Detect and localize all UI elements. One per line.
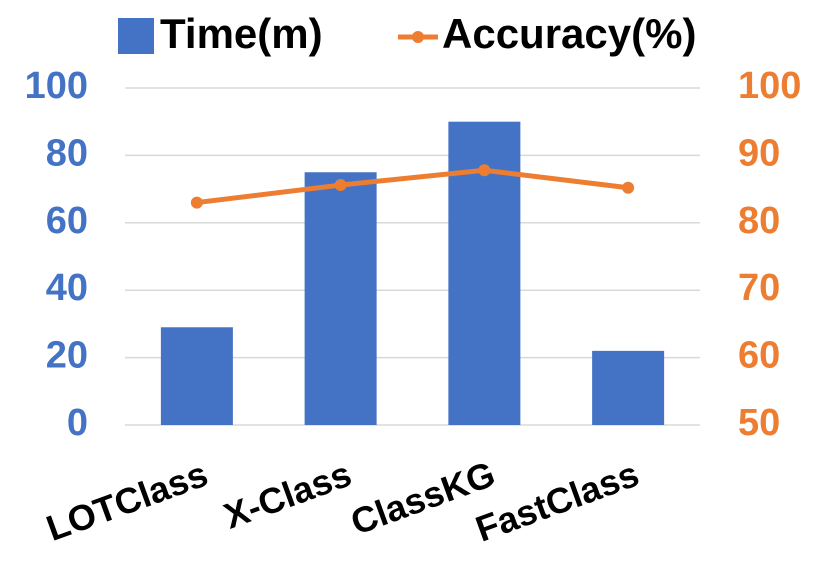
y2-tick-label: 70 [738,267,780,309]
legend-label: Time(m) [160,10,323,57]
legend-label: Accuracy(%) [442,10,696,57]
y2-tick-label: 60 [738,335,780,377]
y2-tick-label: 90 [738,132,780,174]
line-marker [190,196,203,209]
y2-tick-label: 80 [738,200,780,242]
legend-swatch [412,31,424,43]
line [196,167,629,206]
y2-tick-label: 100 [738,65,801,107]
y-tick-label: 100 [25,65,88,107]
line-marker [622,181,635,194]
x-tick-label: LOTClass [41,453,213,549]
x-tick-label: FastClass [470,453,644,550]
bar [304,172,377,425]
y2-tick-label: 50 [738,402,780,444]
x-tick-label: X-Class [218,453,356,537]
y-tick-label: 60 [46,200,88,242]
legend-swatch [118,18,154,54]
bar [160,327,233,425]
y-tick-label: 0 [67,402,88,444]
y-tick-label: 20 [46,335,88,377]
line-marker [478,164,491,177]
line-marker [334,179,347,192]
bar [592,350,665,425]
y-tick-label: 80 [46,132,88,174]
y-tick-label: 40 [46,267,88,309]
